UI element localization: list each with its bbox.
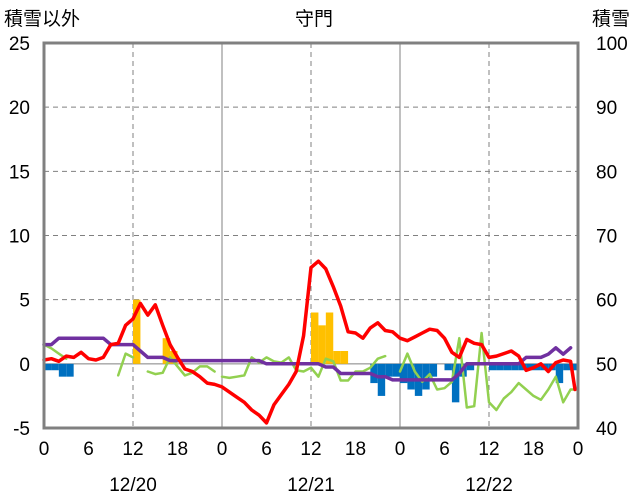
left-axis-title: 積雪以外 [4,8,80,30]
series-line [398,331,577,412]
snowfall-bar [407,363,415,390]
x-tick-label: 6 [83,439,94,460]
series-line [116,352,135,377]
snowfall-bar [400,363,408,384]
right-tick-label: 80 [596,162,617,183]
series-line [42,259,577,425]
x-date-label: 12/21 [287,475,335,496]
snowfall-bar [489,363,497,371]
x-tick-label: 12 [300,439,321,460]
right-tick-label: 70 [596,227,617,248]
snowfall-bar [466,363,475,371]
x-tick-label: 18 [167,439,188,460]
x-axis-dates: 12/20 12/21 12/22 [109,475,513,496]
snowfall-bar [58,363,67,377]
snowfall-bar [333,351,341,364]
x-tick-label: 18 [523,439,544,460]
right-tick-label: 50 [596,355,617,376]
series-line [220,354,387,382]
left-tick-label: 25 [9,34,30,55]
right-tick-label: 90 [596,98,617,119]
snowfall-bar [162,338,171,364]
snowfall-bar [429,363,438,377]
left-tick-label: 15 [9,162,30,183]
series-line [42,336,573,382]
snowfall-bar [66,363,74,377]
snowfall-bar [318,325,326,364]
left-tick-label: 10 [9,227,30,248]
snowfall-bar [444,363,452,371]
x-tick-label: 12 [478,439,499,460]
x-tick-label: 6 [439,439,450,460]
snowfall-bar [340,351,349,364]
x-tick-label: 6 [261,439,272,460]
plot-frame [42,41,580,430]
snowfall-bar [44,363,52,371]
x-tick-label: 0 [217,439,228,460]
snowfall-bar [496,363,504,371]
snowfall-bar [51,363,59,371]
snowfall-bar [503,363,512,371]
x-tick-label: 12 [122,439,143,460]
snowfall-bar [170,351,178,364]
right-tick-label: 100 [596,34,628,55]
right-tick-label: 40 [596,419,617,440]
snowfall-bar [385,363,393,377]
snowfall-bar [518,363,527,371]
series-line [42,343,68,360]
snowfall-bar [311,312,319,364]
snowfall-bar [133,299,141,364]
chart-title: 守門 [295,8,333,30]
snowfall-bar [451,363,460,403]
x-tick-label: 0 [573,439,584,460]
left-tick-label: -5 [13,419,30,440]
x-axis-ticks: 0 6 12 18 0 6 12 18 0 6 12 18 0 [39,439,584,460]
right-axis-title: 積雪 [592,8,630,30]
left-tick-label: 5 [19,291,30,312]
x-date-label: 12/20 [109,475,157,496]
snowfall-bar [555,363,564,384]
snowfall-bar [377,363,386,396]
snowfall-bar [526,363,534,371]
x-tick-label: 18 [345,439,366,460]
series-line [146,356,216,377]
left-axis-ticks: -5 0 5 10 15 20 25 [9,34,30,440]
right-tick-label: 60 [596,291,617,312]
right-axis-ticks: 40 50 60 70 80 90 100 [596,34,628,440]
snowfall-bar [325,312,334,364]
left-tick-label: 0 [19,355,30,376]
x-date-label: 12/22 [465,475,513,496]
snowfall-bar [570,363,578,371]
x-tick-label: 0 [395,439,406,460]
snowfall-bar [563,363,571,371]
snowfall-bar [392,363,400,377]
x-tick-label: 0 [39,439,50,460]
data-lines [42,259,577,425]
left-tick-label: 20 [9,98,30,119]
snowfall-bar [511,363,519,371]
